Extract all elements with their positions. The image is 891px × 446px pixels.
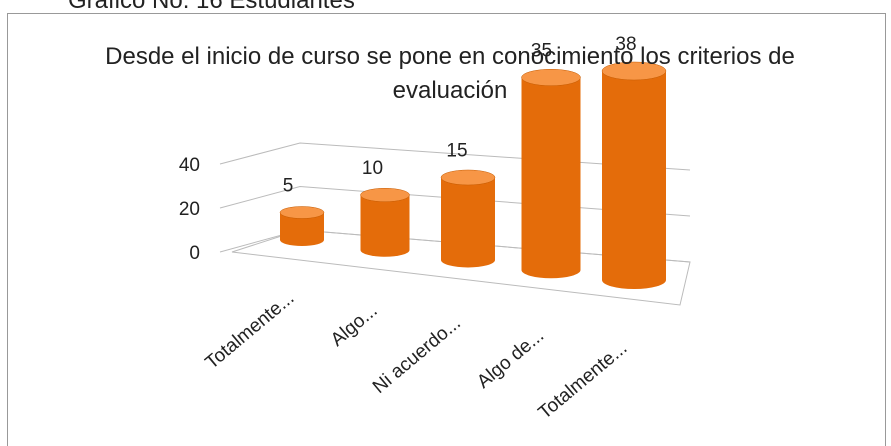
bar-body	[360, 195, 410, 257]
bar-top	[279, 206, 325, 219]
bar-top	[360, 188, 410, 202]
data-label: 15	[446, 141, 467, 162]
bar	[279, 206, 325, 246]
bar	[601, 61, 667, 289]
data-label: 10	[362, 158, 383, 179]
bar-body	[441, 177, 495, 268]
bar-top	[440, 169, 496, 186]
y-tick-label: 20	[179, 199, 200, 220]
bar-top	[601, 61, 667, 81]
bar-body	[602, 71, 666, 289]
y-tick-label: 40	[179, 155, 200, 176]
bar	[440, 169, 496, 268]
data-label: 35	[531, 41, 552, 62]
bar-body	[521, 77, 581, 279]
data-label: 38	[615, 34, 636, 55]
bar-body	[280, 212, 324, 246]
chart-title: Desde el inicio de curso se pone en cono…	[105, 43, 795, 104]
bar	[521, 69, 581, 279]
bar-top	[521, 69, 581, 86]
header: Gráfico No. 16 Estudiantes	[68, 0, 355, 14]
y-tick-label: 0	[189, 243, 200, 264]
bar	[360, 188, 410, 257]
data-label: 5	[283, 176, 294, 197]
